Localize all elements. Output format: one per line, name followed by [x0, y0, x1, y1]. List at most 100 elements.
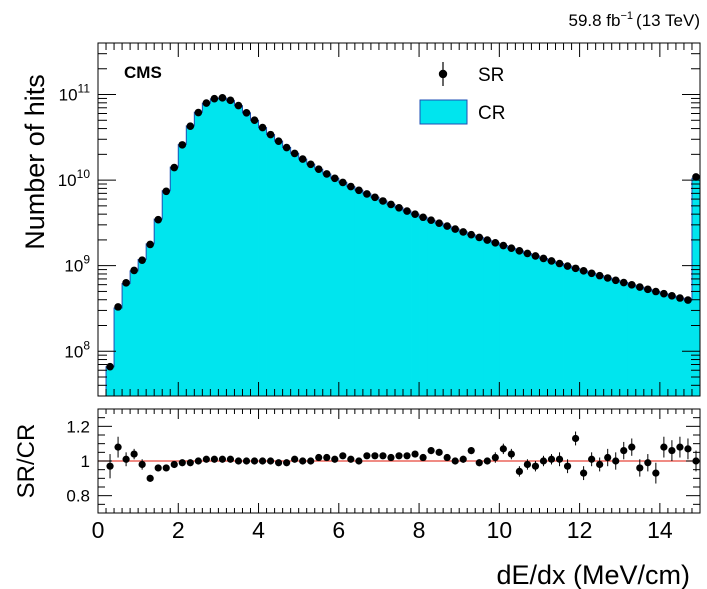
cr-bar	[322, 173, 332, 396]
sr-point	[660, 289, 668, 298]
sr-point	[170, 163, 179, 172]
sr-point	[266, 130, 275, 139]
cr-bar	[515, 250, 524, 396]
cr-bar	[298, 159, 308, 396]
cr-bar	[451, 229, 460, 396]
ratio-y-tick-label: 0.8	[66, 487, 90, 506]
ratio-point	[242, 457, 251, 465]
ratio-y-axis: 0.8 1 1.2	[66, 408, 700, 514]
sr-point	[186, 122, 195, 130]
ratio-point	[347, 455, 355, 463]
cr-bar	[635, 287, 645, 396]
cr-bar	[210, 98, 219, 396]
sr-point	[547, 257, 556, 265]
histogram-layer	[98, 97, 701, 397]
sr-point	[459, 228, 468, 236]
cr-bar	[106, 366, 115, 396]
cr-bar	[258, 127, 267, 397]
ratio-y-axis-label: SR/CR	[13, 424, 40, 499]
ratio-point	[684, 445, 692, 453]
cr-bar	[170, 167, 179, 396]
ratio-point	[202, 455, 210, 463]
sr-point	[363, 190, 371, 198]
ratio-point	[571, 434, 580, 443]
cr-bar	[234, 105, 243, 397]
ratio-point	[555, 455, 564, 463]
ratio-point	[612, 457, 620, 465]
ratio-point	[363, 452, 371, 460]
ratio-point	[291, 455, 299, 463]
sr-point	[355, 186, 363, 195]
luminosity-label: 59.8 fb−1 (13 TeV)	[569, 10, 701, 30]
ratio-y-tick-label: 1	[81, 452, 90, 471]
cr-bar	[595, 275, 605, 396]
ratio-point	[395, 452, 403, 460]
sr-point	[652, 287, 660, 296]
ratio-panel: 0.8 1 1.2 0 2 4 6 8 10 12 14 SR/CR dE/dx (MeV/cm)	[13, 408, 701, 589]
ratio-point	[146, 474, 154, 482]
ratio-point	[652, 469, 660, 477]
cr-bar	[314, 169, 324, 396]
cr-bar	[202, 103, 211, 397]
sr-point	[692, 173, 700, 181]
cr-bar	[362, 193, 372, 396]
sr-point	[411, 210, 419, 218]
cr-bar	[643, 289, 653, 396]
x-tick-label: 14	[647, 517, 673, 543]
ratio-point	[580, 469, 588, 477]
legend-entry-sr: SR	[438, 62, 504, 86]
ratio-point	[323, 453, 331, 462]
sr-point	[226, 96, 235, 105]
cr-bar	[547, 260, 556, 396]
cr-bar	[411, 214, 420, 396]
sr-point	[379, 197, 387, 205]
ratio-point	[499, 445, 507, 453]
sr-point	[627, 281, 636, 289]
cr-bar	[178, 144, 187, 396]
cr-bar	[154, 219, 163, 396]
ratio-point	[668, 447, 676, 455]
sr-point	[523, 249, 532, 258]
ratio-point	[604, 453, 612, 462]
cr-bar	[186, 125, 195, 396]
cr-bar	[370, 197, 380, 396]
sr-point	[250, 116, 259, 125]
sr-point	[435, 219, 443, 227]
ratio-point	[210, 455, 218, 463]
ratio-point	[459, 455, 467, 463]
legend-entry-cr: CR	[419, 99, 505, 125]
sr-point	[595, 271, 604, 280]
ratio-point	[154, 464, 162, 472]
sr-point	[571, 264, 580, 273]
sr-point	[322, 170, 331, 178]
ratio-point	[403, 452, 411, 460]
ratio-point	[507, 450, 515, 458]
ratio-point	[194, 457, 202, 465]
ratio-point	[186, 459, 194, 467]
sr-point	[579, 267, 588, 275]
ratio-point	[275, 459, 283, 467]
ratio-point	[660, 443, 668, 451]
cr-bar	[571, 268, 580, 396]
sr-point	[636, 283, 644, 291]
sr-point	[202, 99, 211, 107]
sr-point	[258, 123, 267, 132]
main-y-tick-label: 1011	[59, 82, 91, 105]
ratio-point	[106, 462, 114, 470]
cr-bar	[523, 253, 532, 396]
sr-point	[218, 94, 227, 102]
sr-point	[290, 149, 299, 158]
legend-sr-marker	[438, 69, 448, 79]
ratio-point	[676, 443, 684, 451]
cr-bar	[611, 280, 621, 396]
ratio-point	[114, 443, 122, 451]
cr-bar	[579, 270, 589, 396]
main-frame	[97, 42, 701, 397]
ratio-point	[387, 453, 395, 462]
sr-point	[114, 303, 122, 311]
sr-point	[242, 108, 251, 117]
ratio-point	[636, 464, 644, 472]
x-tick-label: 0	[92, 517, 105, 543]
main-y-axis-label: Number of hits	[20, 74, 50, 250]
cr-bar	[386, 204, 396, 396]
